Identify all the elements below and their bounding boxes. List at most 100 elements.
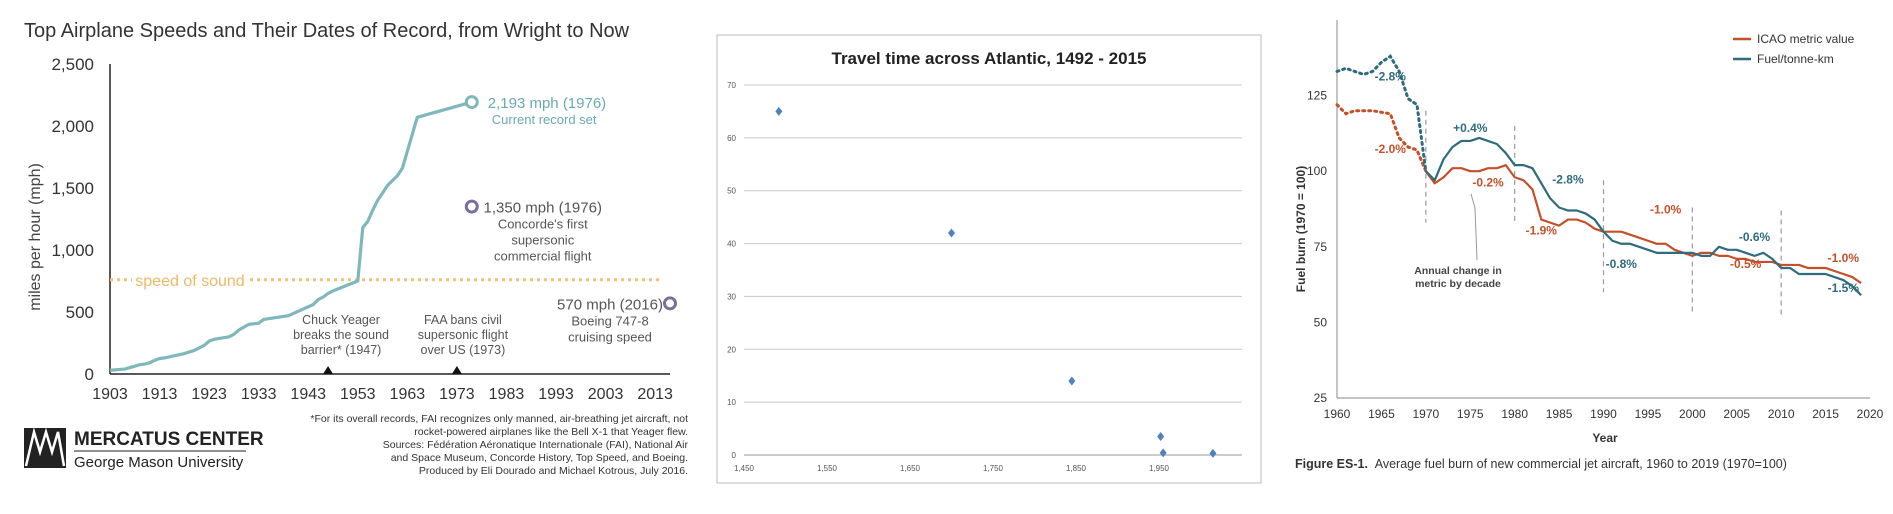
footnote-line: and Space Museum, Concorde History, Top … bbox=[391, 452, 688, 464]
chart3-ytick-label: 75 bbox=[1314, 240, 1328, 254]
decade-change-label: -1.5% bbox=[1828, 281, 1860, 295]
chart3-caption-text: Average fuel burn of new commercial jet … bbox=[1375, 457, 1787, 471]
chart2-point bbox=[775, 106, 783, 116]
record-speed-line bbox=[109, 100, 473, 372]
chart3-xtick-label: 1975 bbox=[1457, 407, 1484, 421]
mercatus-center-name: MERCATUS CENTER bbox=[74, 429, 264, 450]
highlight-caption: supersonic bbox=[511, 233, 574, 248]
chart3-xtick-label: 2010 bbox=[1768, 407, 1795, 421]
decade-change-label: -0.5% bbox=[1730, 257, 1762, 271]
highlight-caption: Concorde's first bbox=[498, 217, 588, 232]
note-line: metric by decade bbox=[1415, 278, 1501, 290]
fuel-series-line bbox=[1425, 136, 1862, 296]
chart1-ylabel: miles per hour (mph) bbox=[27, 163, 44, 311]
highlight-caption: commercial flight bbox=[494, 249, 592, 264]
mercatus-logo: MERCATUS CENTER George Mason University bbox=[24, 427, 264, 471]
chart3-ytick-label: 50 bbox=[1314, 315, 1328, 329]
chart3-legend: ICAO metric value Fuel/tonne-km bbox=[1733, 32, 1855, 66]
airplane-speeds-chart: Top Airplane Speeds and Their Dates of R… bbox=[24, 20, 688, 477]
decade-change-label: -1.9% bbox=[1526, 224, 1558, 238]
highlight-caption: Boeing 747-8 bbox=[571, 313, 648, 328]
chart1-ytick-label: 2,500 bbox=[51, 55, 94, 74]
chart2-ytick-label: 70 bbox=[727, 81, 736, 90]
chart2-ytick-label: 0 bbox=[732, 451, 737, 460]
chart3-caption: Figure ES-1. Average fuel burn of new co… bbox=[1295, 457, 1787, 471]
highlight-caption: cruising speed bbox=[568, 329, 652, 344]
chart3-ytick-label: 100 bbox=[1307, 164, 1327, 178]
fuel-burn-chart: 25 50 75 100 125 1960 1965 1970 1975 1980 1985 199… bbox=[1294, 20, 1884, 471]
fuel-series-line-dotted bbox=[1335, 54, 1428, 173]
event-marker bbox=[323, 366, 334, 374]
chart3-xtick-label: 1965 bbox=[1368, 407, 1395, 421]
chart2-ytick-label: 30 bbox=[727, 292, 736, 301]
chart3-note-pointer bbox=[1474, 207, 1478, 261]
footnote-line: Sources: Fédération Aéronatique Internat… bbox=[383, 439, 689, 451]
footnote-line: Produced by Eli Dourado and Michael Kotr… bbox=[419, 465, 688, 477]
chart1-ytick-label: 2,000 bbox=[51, 117, 94, 136]
chart3-xtick-label: 2020 bbox=[1857, 407, 1884, 421]
chart3-ytick-label: 25 bbox=[1314, 391, 1328, 405]
chart3-xtick-label: 2015 bbox=[1812, 407, 1839, 421]
chart2-ytick-label: 60 bbox=[727, 134, 736, 143]
chart3-xtick-label: 1990 bbox=[1590, 407, 1617, 421]
chart2-xtick-label: 1,650 bbox=[900, 464, 921, 473]
highlight-value-label: 570 mph (2016) bbox=[557, 296, 663, 313]
highlight-point bbox=[663, 296, 677, 311]
chart1-xtick-label: 1933 bbox=[241, 386, 277, 403]
chart1-title: Top Airplane Speeds and Their Dates of R… bbox=[24, 20, 630, 42]
chart3-xtick-label: 1995 bbox=[1635, 407, 1662, 421]
chart1-xtick-label: 2013 bbox=[637, 386, 673, 403]
chart2-point bbox=[1068, 376, 1076, 386]
chart1-xtick-label: 1953 bbox=[340, 386, 376, 403]
chart3-xtick-label: 1970 bbox=[1412, 407, 1439, 421]
highlight-value-label: 2,193 mph (1976) bbox=[488, 95, 606, 112]
decade-change-label: -2.8% bbox=[1375, 69, 1407, 83]
decade-change-label: -1.0% bbox=[1828, 251, 1860, 265]
atlantic-travel-chart: Travel time across Atlantic, 1492 - 2015… bbox=[716, 34, 1262, 484]
legend-label: ICAO metric value bbox=[1757, 32, 1855, 46]
fuel-series-line-dotted bbox=[1335, 103, 1428, 173]
chart1-xtick-label: 2003 bbox=[588, 386, 624, 403]
chart3-ytick-label: 125 bbox=[1307, 89, 1327, 103]
chart3-xtick-label: 2005 bbox=[1723, 407, 1750, 421]
chart1-ytick-label: 0 bbox=[85, 365, 94, 384]
chart1-xtick-label: 1993 bbox=[538, 386, 574, 403]
speed-of-sound-label-bg bbox=[132, 269, 248, 290]
note-line: Annual change in bbox=[1414, 265, 1502, 277]
highlight-point bbox=[464, 199, 479, 214]
decade-change-label: +0.4% bbox=[1453, 121, 1488, 135]
footnote-line: *For its overall records, FAI recognizes… bbox=[310, 413, 688, 425]
chart2-point bbox=[1209, 448, 1217, 458]
decade-change-label: -0.8% bbox=[1606, 257, 1638, 271]
decade-change-label: -2.8% bbox=[1552, 172, 1584, 186]
chart2-ytick-label: 20 bbox=[727, 345, 736, 354]
decade-change-label: -0.6% bbox=[1739, 230, 1771, 244]
chart2-frame bbox=[716, 34, 1262, 484]
decade-change-label: -0.2% bbox=[1472, 175, 1504, 189]
chart3-caption-label: Figure ES-1. bbox=[1295, 457, 1368, 471]
chart2-point bbox=[1159, 448, 1167, 458]
legend-label: Fuel/tonne-km bbox=[1757, 52, 1834, 66]
chart1-footnote: *For its overall records, FAI recognizes… bbox=[310, 413, 688, 477]
chart3-xtick-label: 1980 bbox=[1501, 407, 1528, 421]
chart3-note: Annual change in metric by decade bbox=[1414, 193, 1502, 290]
chart2-point bbox=[948, 228, 955, 238]
chart1-xtick-label: 1923 bbox=[191, 386, 227, 403]
mercatus-university: George Mason University bbox=[74, 454, 244, 471]
chart1-ytick-label: 500 bbox=[66, 303, 94, 322]
highlight-value-label: 1,350 mph (1976) bbox=[484, 200, 602, 217]
highlight-caption: Current record set bbox=[492, 112, 597, 127]
event-label: breaks the sound bbox=[293, 328, 389, 342]
event-label: barrier* (1947) bbox=[301, 343, 382, 357]
event-label: over US (1973) bbox=[421, 343, 506, 357]
chart3-xlabel: Year bbox=[1592, 431, 1618, 445]
chart2-xtick-label: 1,750 bbox=[983, 464, 1004, 473]
chart1-ytick-label: 1,500 bbox=[51, 179, 94, 198]
chart2-ytick-label: 10 bbox=[727, 398, 736, 407]
chart2-xtick-label: 1,450 bbox=[734, 464, 755, 473]
chart3-xtick-label: 1960 bbox=[1324, 407, 1351, 421]
footnote-line: rocket-powered airplanes like the Bell X… bbox=[414, 426, 688, 438]
chart1-ytick-label: 1,000 bbox=[51, 241, 94, 260]
chart2-xtick-label: 1,550 bbox=[817, 464, 838, 473]
chart2-ytick-label: 40 bbox=[727, 240, 736, 249]
